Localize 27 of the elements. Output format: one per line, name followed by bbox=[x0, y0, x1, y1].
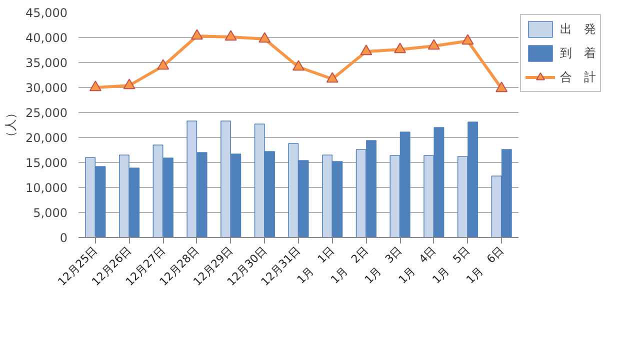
point bbox=[190, 29, 203, 40]
point bbox=[157, 59, 170, 70]
point bbox=[394, 42, 406, 54]
y-tick-label: 25,000 bbox=[26, 106, 68, 120]
legend-label: 出 発 bbox=[560, 20, 596, 38]
y-tick-label: 0 bbox=[60, 231, 68, 245]
point bbox=[123, 78, 136, 90]
y-tick-label: 40,000 bbox=[26, 31, 68, 45]
point bbox=[360, 44, 372, 56]
y-tick-label: 30,000 bbox=[26, 81, 68, 95]
y-tick-label: 20,000 bbox=[26, 131, 68, 145]
point bbox=[462, 34, 474, 45]
point bbox=[428, 39, 440, 50]
y-tick-label: 10,000 bbox=[26, 181, 68, 195]
point bbox=[258, 32, 271, 43]
y-axis-title: （人） bbox=[4, 107, 18, 143]
legend-label: 到 着 bbox=[560, 44, 596, 62]
y-tick-label: 15,000 bbox=[26, 156, 68, 170]
y-tick-label: 5,000 bbox=[33, 206, 68, 220]
point bbox=[89, 80, 102, 92]
y-tick-label: 45,000 bbox=[26, 6, 68, 20]
legend-label: 合 計 bbox=[560, 68, 596, 86]
point bbox=[496, 82, 508, 92]
y-tick-label: 35,000 bbox=[26, 56, 68, 70]
point bbox=[326, 72, 338, 83]
point bbox=[292, 60, 304, 71]
point bbox=[224, 30, 237, 41]
